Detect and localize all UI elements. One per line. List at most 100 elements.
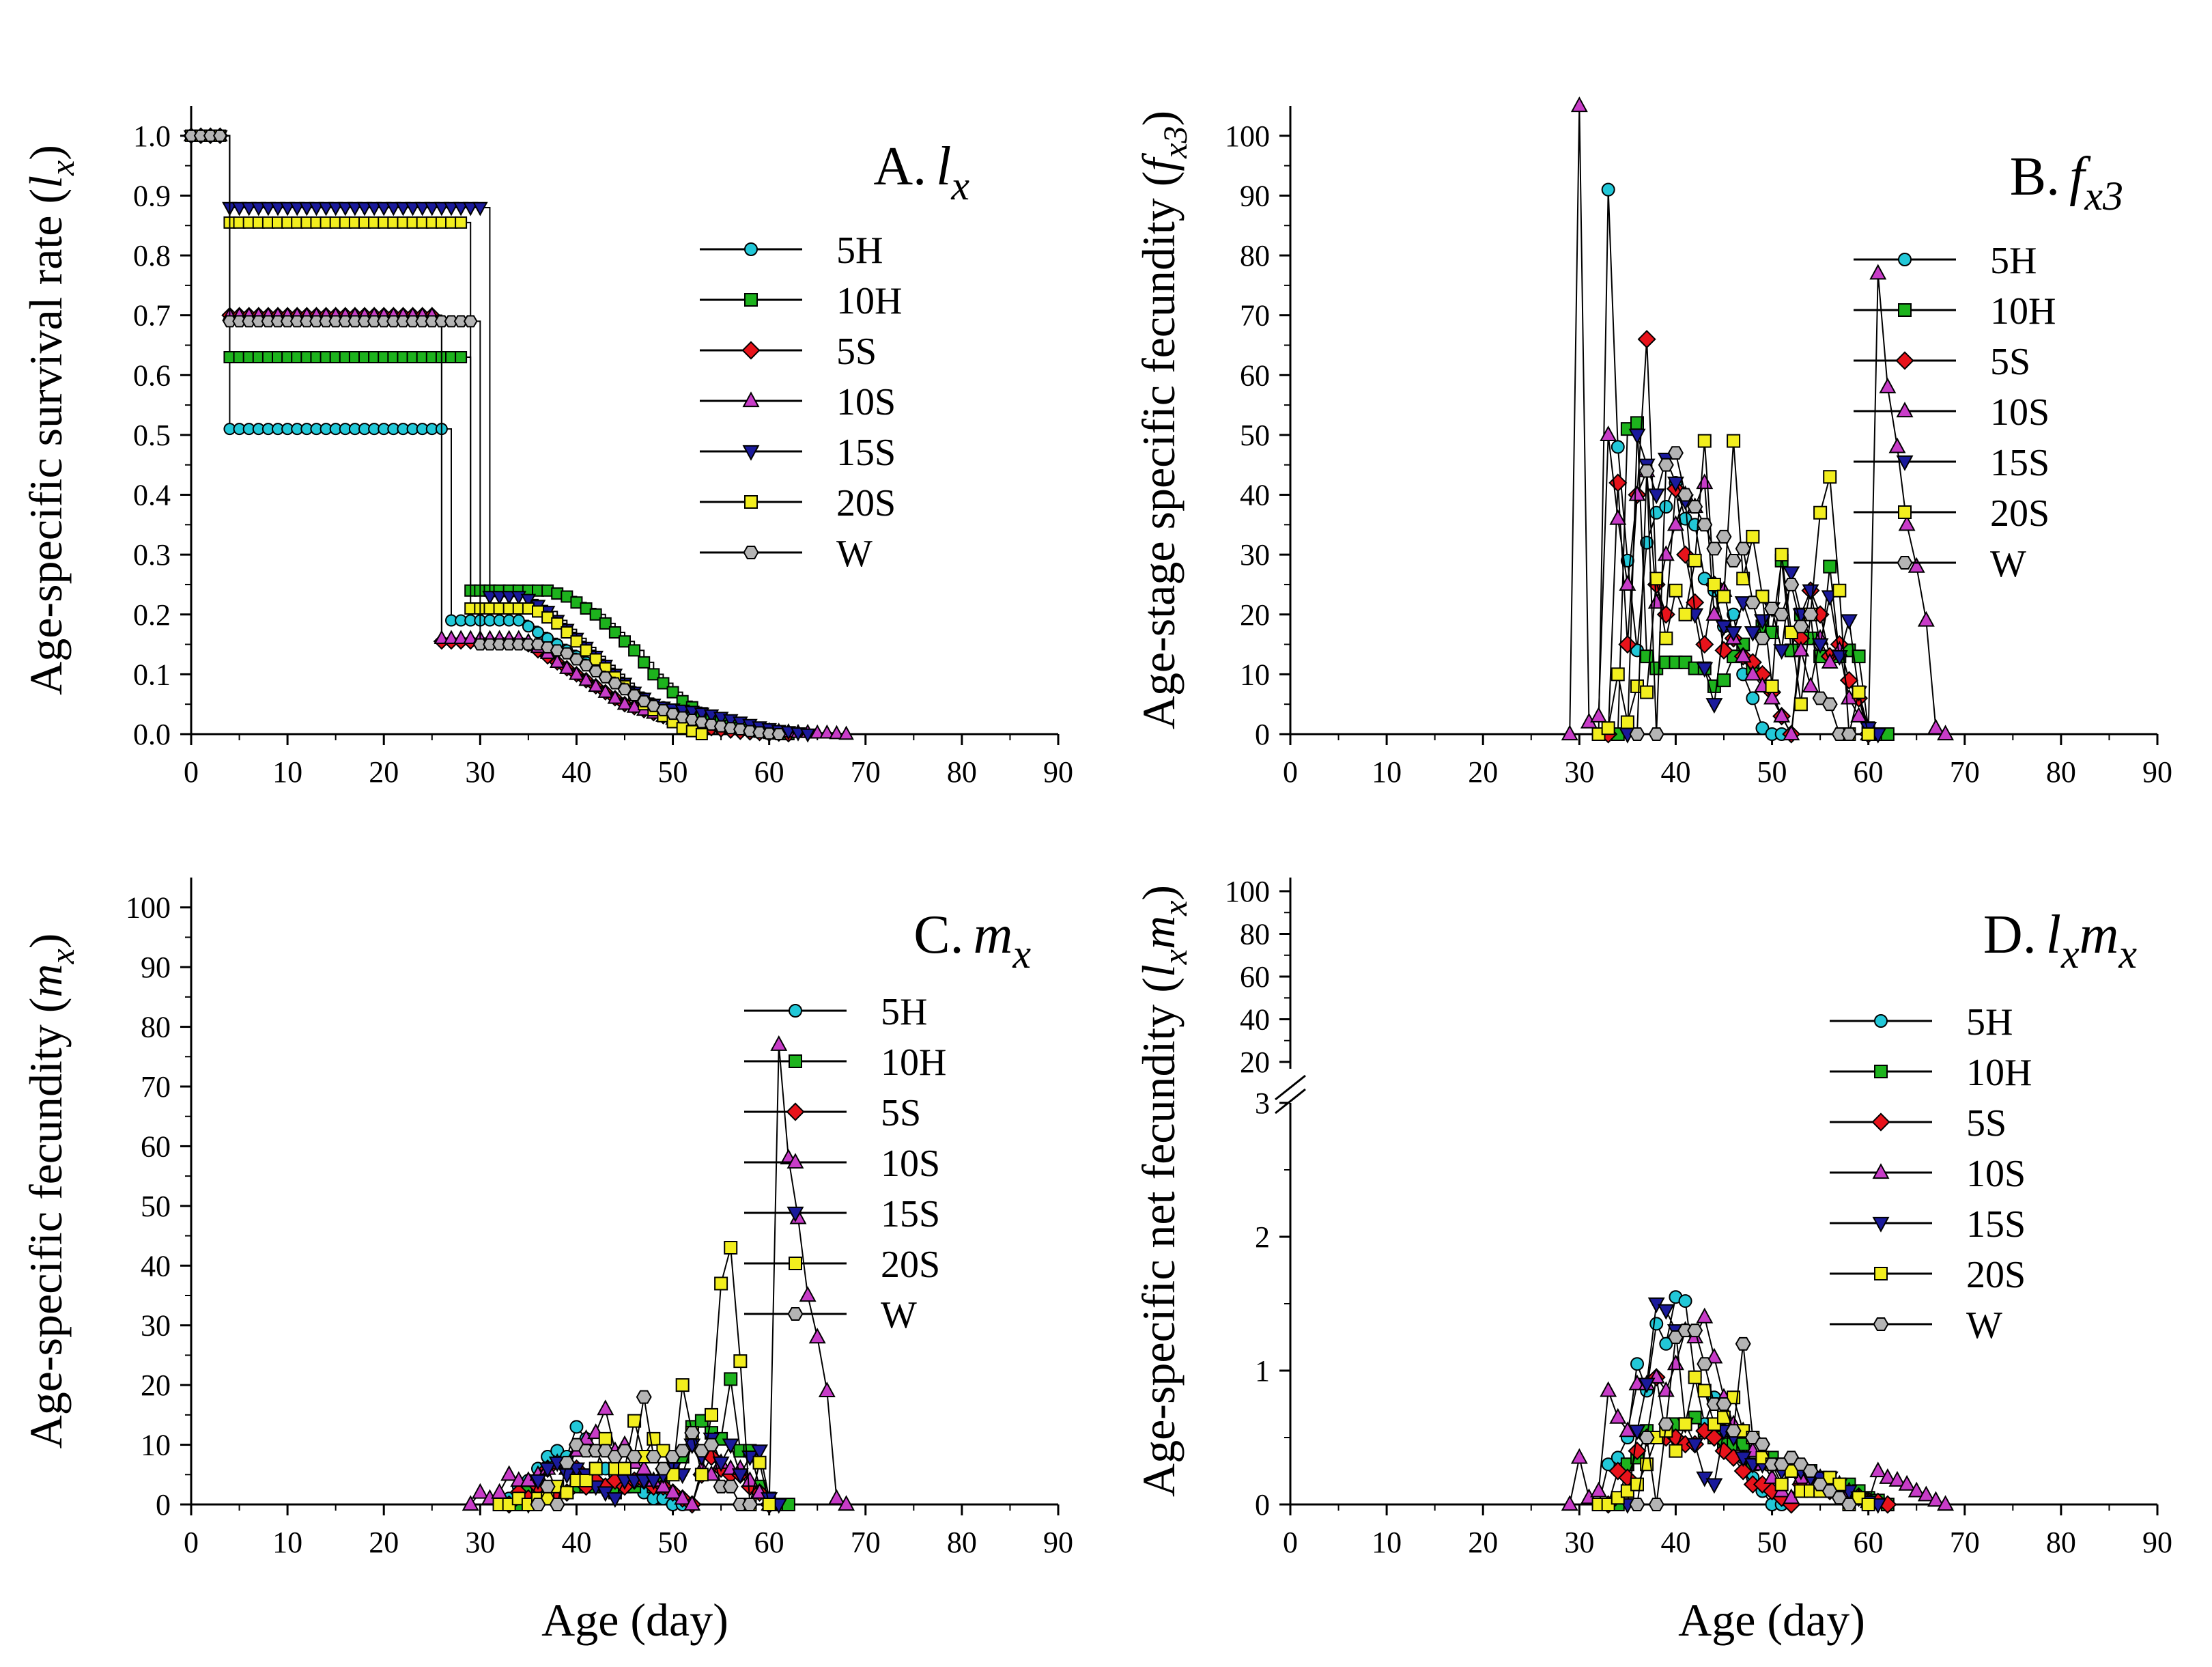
legend-item-5S: 5S <box>700 331 877 373</box>
legend-marker <box>742 445 760 461</box>
data-point <box>705 1407 718 1422</box>
data-point <box>607 689 623 704</box>
legend-marker <box>786 1153 804 1169</box>
data-point <box>569 1420 584 1434</box>
data-point <box>1628 1425 1646 1440</box>
y-tick-label: 100 <box>1225 875 1270 908</box>
legend-label: W <box>1990 543 2026 585</box>
data-point <box>1908 557 1925 573</box>
data-point <box>462 201 479 216</box>
y-tick-label: 3 <box>1255 1087 1270 1120</box>
data-point <box>1688 1370 1702 1384</box>
legend-marker <box>789 1004 802 1018</box>
legend-item-10H: 10H <box>1830 1052 2032 1094</box>
data-point <box>1717 589 1731 604</box>
series-W <box>1629 446 1857 741</box>
data-point <box>328 315 343 328</box>
legend-item-20S: 20S <box>1830 1254 2026 1296</box>
legend-label: 10H <box>1966 1052 2032 1094</box>
legend-marker <box>1896 455 1914 471</box>
data-point <box>1869 264 1887 280</box>
data-point <box>1735 1336 1751 1351</box>
data-point <box>1908 1481 1925 1498</box>
y-tick-label: 0.0 <box>133 718 171 751</box>
data-point <box>455 216 468 229</box>
legend-item-5H: 5H <box>744 991 927 1033</box>
data-point <box>549 1498 565 1511</box>
data-point <box>723 722 738 735</box>
data-point <box>1696 473 1714 490</box>
data-point <box>1609 509 1627 525</box>
data-point <box>790 727 806 742</box>
data-point <box>482 591 498 605</box>
data-point <box>1811 638 1829 654</box>
data-point <box>695 728 708 740</box>
y-tick-label: 0.6 <box>133 359 171 392</box>
legend-item-15S: 15S <box>744 1193 940 1235</box>
data-point <box>261 315 276 328</box>
panel-A-y-axis-label: Age-specific survival rate (lx) <box>20 145 81 695</box>
data-point <box>453 201 469 216</box>
data-point <box>1831 727 1847 741</box>
legend-marker <box>1872 1163 1890 1179</box>
x-tick-label: 60 <box>754 755 784 789</box>
data-point <box>338 315 353 328</box>
x-tick-label: 40 <box>1660 1526 1690 1559</box>
x-tick-label: 50 <box>658 1526 688 1559</box>
data-point <box>1706 1397 1722 1411</box>
data-point <box>1657 1304 1675 1320</box>
panel-A-legend: 5H 10H 5S 10S 15S 20S W <box>700 229 902 575</box>
data-point <box>724 1372 738 1386</box>
data-point <box>1774 1477 1789 1491</box>
data-point <box>597 1399 614 1416</box>
legend-item-W: W <box>744 1294 917 1336</box>
data-point <box>1850 706 1868 723</box>
data-point <box>1823 470 1837 484</box>
panel-D-axes: 0 10 20 30 40 50 60 70 80 90 0 1 2 3 20 40 60 80 100 <box>1225 875 2172 1559</box>
data-point <box>472 201 488 216</box>
data-point <box>1869 1461 1887 1478</box>
data-point <box>356 201 373 216</box>
data-point <box>809 724 825 739</box>
legend-item-10S: 10S <box>744 1143 940 1185</box>
data-point <box>743 725 757 738</box>
data-point <box>799 728 816 743</box>
data-point <box>1620 715 1634 729</box>
data-point <box>713 1479 729 1494</box>
data-point <box>1716 529 1732 544</box>
y-tick-label: 0.1 <box>133 658 171 691</box>
panel-D-y-axis-label: Age-specific net fecundity (lxmx) <box>1133 885 1194 1497</box>
data-point <box>1667 476 1684 492</box>
data-point <box>203 129 218 142</box>
x-tick-label: 50 <box>1757 755 1787 789</box>
x-tick-label: 30 <box>465 755 495 789</box>
data-point <box>818 1382 836 1397</box>
data-point <box>212 129 227 142</box>
data-point <box>1716 1397 1732 1411</box>
data-point <box>1629 1498 1645 1511</box>
x-tick-label: 70 <box>851 1526 881 1559</box>
legend-item-15S: 15S <box>700 432 896 474</box>
data-point <box>1687 500 1703 514</box>
panel-D-legend: 5H 10H 5S 10S 15S 20S W <box>1830 1001 2032 1347</box>
data-point <box>733 1354 748 1369</box>
data-point <box>1678 607 1692 621</box>
data-point <box>762 727 777 740</box>
data-point <box>1618 635 1637 654</box>
legend-label: 5S <box>1966 1102 2007 1145</box>
x-tick-label: 10 <box>1372 1526 1402 1559</box>
data-point <box>654 1476 672 1493</box>
data-point <box>1746 529 1760 544</box>
data-point <box>1813 505 1828 520</box>
data-point <box>780 726 797 740</box>
data-point <box>1601 1457 1615 1472</box>
panel-D-title: D. lxmx <box>1983 905 2137 977</box>
data-point <box>472 638 487 651</box>
data-point <box>375 201 392 216</box>
data-point <box>1744 626 1761 642</box>
data-point <box>644 1474 662 1490</box>
y-tick-label: 1.0 <box>133 120 171 153</box>
data-point <box>242 315 257 328</box>
